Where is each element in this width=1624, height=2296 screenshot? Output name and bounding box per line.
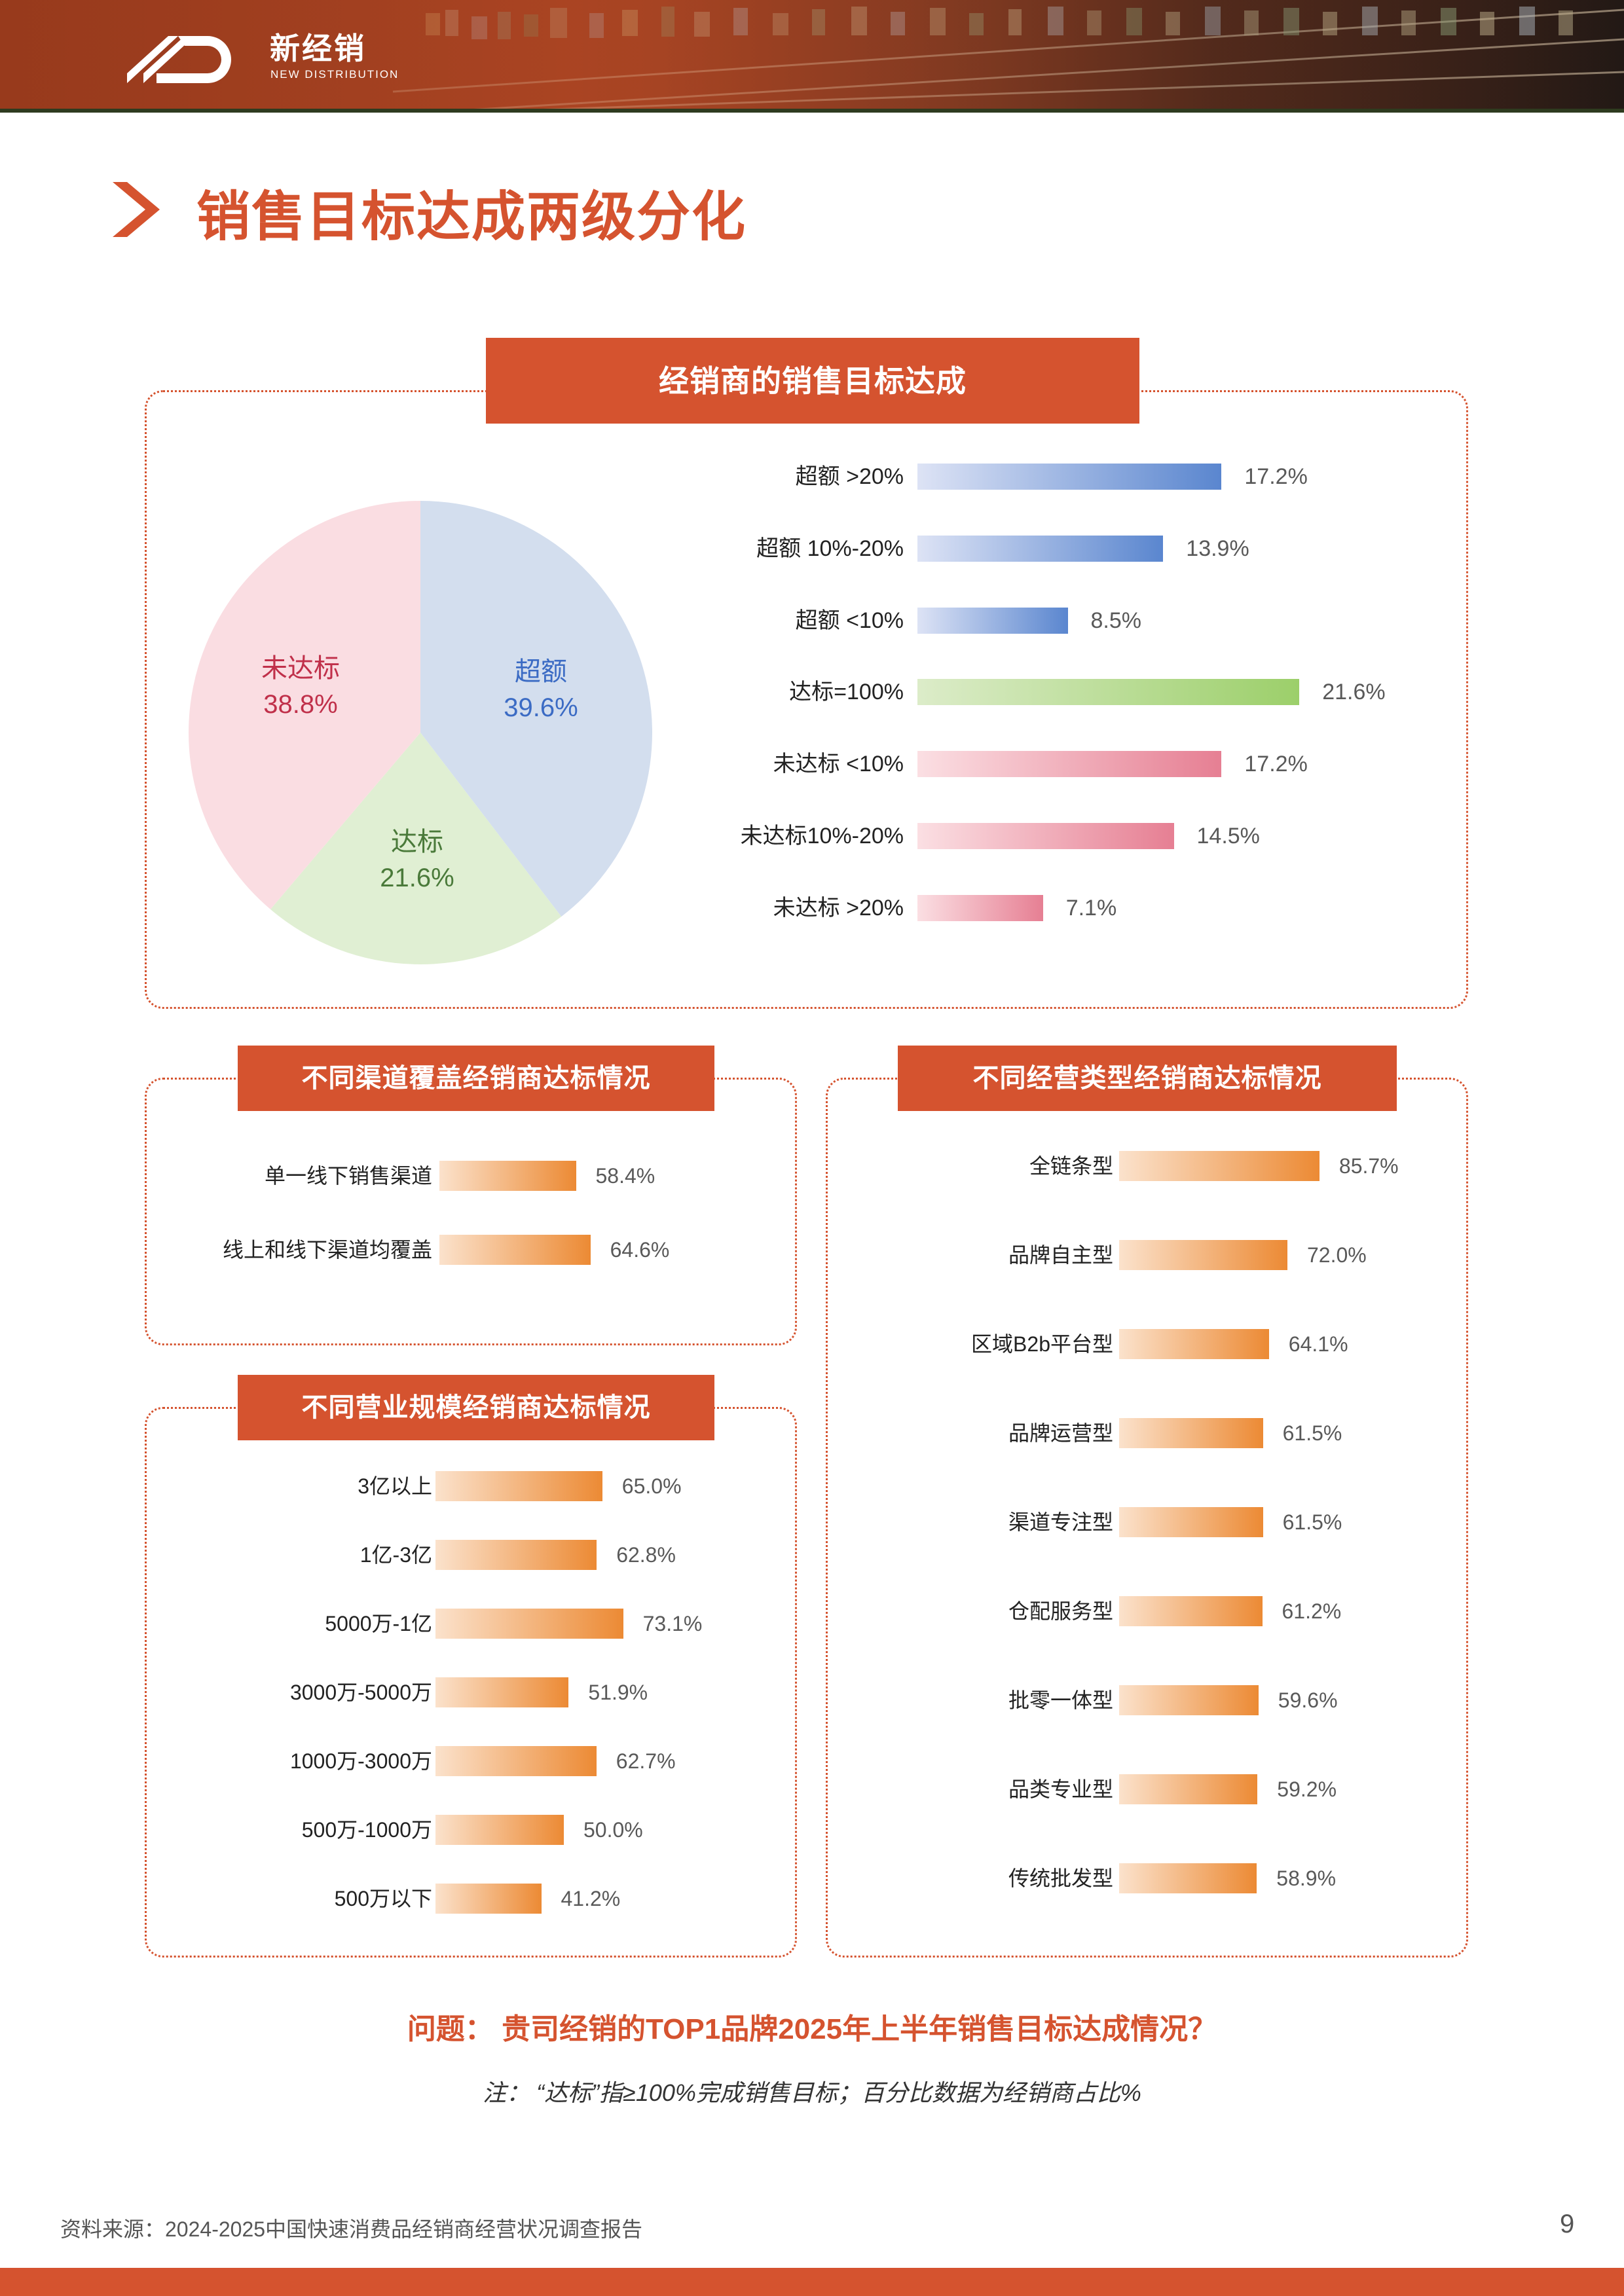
svg-text:达标: 达标 [391, 828, 443, 856]
svg-text:21.6%: 21.6% [380, 864, 454, 892]
svg-text:38.8%: 38.8% [263, 690, 337, 719]
svg-text:未达标: 未达标 [261, 654, 340, 683]
